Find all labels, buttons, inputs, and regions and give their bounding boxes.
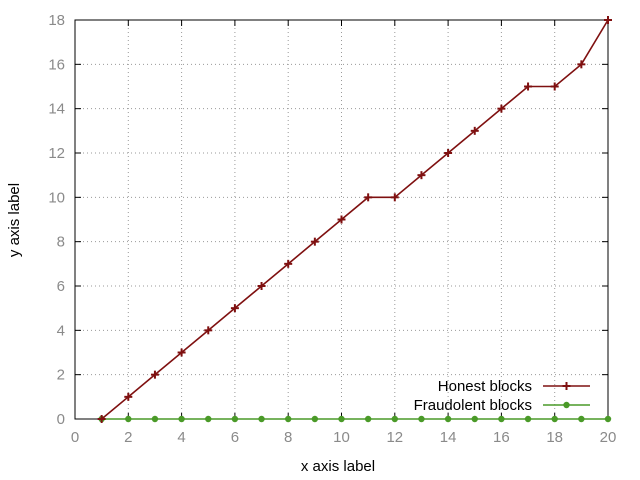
legend-label: Fraudolent blocks (414, 397, 532, 414)
data-point (390, 193, 399, 202)
data-point (125, 415, 132, 423)
x-tick-label: 18 (546, 429, 563, 446)
y-tick-label: 8 (57, 234, 65, 251)
data-point (285, 415, 292, 423)
data-point (577, 60, 586, 69)
x-tick-label: 4 (177, 429, 185, 446)
data-point (550, 82, 559, 91)
data-point (364, 193, 373, 202)
legend-label: Honest blocks (438, 378, 532, 395)
legend-entry: Honest blocks (438, 378, 590, 395)
data-point (337, 215, 346, 224)
data-point (578, 415, 585, 423)
y-axis-title: y axis label (6, 183, 23, 257)
data-point (604, 16, 612, 24)
data-point (97, 415, 106, 423)
legend-marker (563, 401, 570, 409)
series-0 (97, 16, 612, 423)
data-point (178, 415, 185, 423)
x-tick-label: 12 (386, 429, 403, 446)
data-point (231, 415, 239, 423)
data-point (204, 326, 213, 335)
y-tick-label: 10 (48, 189, 65, 206)
data-point (418, 415, 425, 423)
grid-layer (75, 20, 608, 419)
data-point (391, 415, 398, 423)
data-point (551, 415, 558, 423)
data-point (310, 237, 319, 246)
y-tick-label: 16 (48, 56, 65, 73)
data-point (151, 415, 159, 423)
data-point (444, 415, 452, 423)
y-tick-label: 6 (57, 278, 65, 295)
series-1 (98, 415, 612, 423)
x-tick-label: 14 (440, 429, 457, 446)
data-point (150, 370, 159, 379)
y-tick-label: 18 (48, 12, 65, 29)
x-tick-label: 0 (71, 429, 79, 446)
legend: Honest blocks Fraudolent blocks (414, 378, 590, 414)
y-tick-label: 0 (57, 411, 65, 428)
data-point (205, 415, 212, 423)
data-point (230, 304, 239, 313)
legend-entry: Fraudolent blocks (414, 397, 590, 414)
x-tick-label: 16 (493, 429, 510, 446)
series-layer (97, 16, 612, 423)
data-point (364, 415, 372, 423)
y-tick-label: 12 (48, 145, 65, 162)
data-point (604, 415, 612, 423)
x-tick-label: 8 (284, 429, 292, 446)
x-axis-title: x axis label (301, 458, 375, 475)
data-point (471, 415, 478, 423)
data-point (258, 415, 265, 423)
data-point (177, 348, 186, 357)
x-tick-label: 10 (333, 429, 350, 446)
data-point (498, 415, 505, 423)
data-point (524, 82, 533, 91)
data-point (257, 282, 266, 290)
data-point (444, 149, 453, 157)
series-line (101, 19, 609, 420)
data-point (338, 415, 345, 423)
y-tick-label: 4 (57, 322, 65, 339)
data-point (417, 171, 426, 180)
data-point (284, 259, 293, 268)
data-point (470, 126, 479, 135)
data-point (311, 415, 319, 423)
y-tick-label: 14 (48, 101, 65, 118)
y-tick-label: 2 (57, 367, 65, 384)
legend-marker (562, 382, 571, 390)
x-tick-label: 20 (600, 429, 617, 446)
data-point (497, 104, 506, 113)
data-point (124, 392, 133, 401)
x-tick-label: 2 (124, 429, 132, 446)
data-point (524, 415, 532, 423)
x-tick-label: 6 (231, 429, 239, 446)
